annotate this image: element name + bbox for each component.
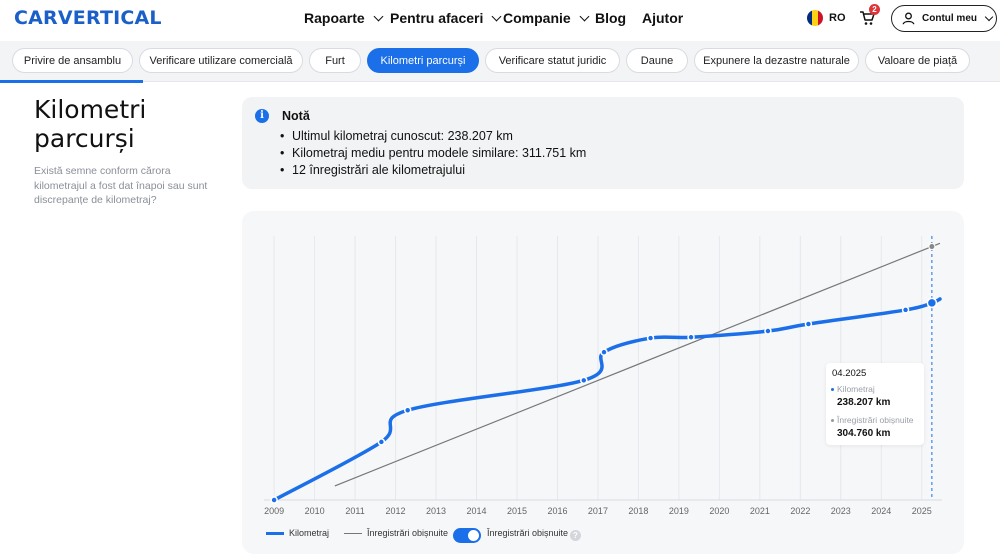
x-tick-label: 2013 [426,506,446,516]
x-tick-label: 2019 [669,506,689,516]
legend-item-inregistrari: Înregistrări obișnuite [344,528,448,538]
note-item: 12 înregistrări ale kilometrajului [280,162,586,179]
report-sections-tabs: Privire de ansamblu Verificare utilizare… [0,41,1000,82]
average-records-toggle[interactable] [453,528,481,543]
scroll-progress-indicator [0,80,143,83]
nav-companie[interactable]: Companie [503,10,590,26]
help-icon[interactable]: ? [570,530,581,541]
note-item: Ultimul kilometraj cunoscut: 238.207 km [280,128,586,145]
mileage-data-point [901,306,910,314]
nav-blog-label: Blog [595,10,627,26]
legend-label: Înregistrări obișnuite [367,528,449,538]
chart-tooltip: 04.2025 Kilometraj 238.207 km Înregistră… [826,363,924,445]
legend-label: Kilometraj [289,528,330,538]
note-title: Notă [282,109,310,123]
average-series-line [334,242,941,487]
toggle-knob [468,530,479,541]
tab-verificare-statut-juridic[interactable]: Verificare statut juridic [485,48,620,73]
x-tick-label: 2025 [912,506,932,516]
nav-pentru-afaceri[interactable]: Pentru afaceri [390,10,502,26]
x-tick-label: 2011 [345,506,364,516]
tooltip-series2-label-text: Înregistrări obișnuite [837,415,914,425]
x-tick-label: 2018 [628,506,648,516]
x-tick-label: 2016 [547,506,567,516]
x-tick-label: 2020 [709,506,729,516]
tab-daune[interactable]: Daune [626,48,688,73]
tab-privire-de-ansamblu[interactable]: Privire de ansamblu [12,48,133,73]
tooltip-series1-value: 238.207 km [837,397,891,408]
x-tick-label: 2015 [507,506,527,516]
mileage-data-point [377,438,386,446]
romania-flag-icon[interactable] [807,10,823,26]
note-box: i Notă Ultimul kilometraj cunoscut: 238.… [242,97,964,189]
mileage-data-point [646,334,655,342]
legend-swatch [344,532,362,534]
tab-expunere-dezastre-naturale[interactable]: Expunere la dezastre naturale [694,48,859,73]
legend-swatch [266,531,284,535]
nav-blog[interactable]: Blog [595,10,626,26]
x-tick-label: 2014 [466,506,486,516]
x-tick-label: 2009 [264,506,284,516]
mileage-data-point [926,297,938,309]
mileage-data-point [764,327,772,335]
nav-ajutor-label: Ajutor [642,10,684,26]
series-dot [831,388,834,392]
x-tick-label: 2010 [305,506,325,516]
tooltip-series2-label: Înregistrări obișnuite [831,415,914,425]
mileage-data-point [687,333,695,341]
tab-furt[interactable]: Furt [309,48,361,73]
account-button[interactable]: Contul meu [891,5,997,32]
carvertical-logo[interactable]: CARVERTICAL [14,7,162,29]
x-tick-label: 2023 [831,506,851,516]
legend-item-kilometraj: Kilometraj [266,528,329,538]
section-title: Kilometri parcurși [34,95,147,153]
average-data-point [928,243,936,251]
x-tick-label: 2022 [790,506,810,516]
mileage-data-point [804,320,813,328]
mileage-data-point [600,348,608,356]
legend-toggle-label: Înregistrări obișnuite [487,528,569,538]
x-tick-label: 2012 [386,506,406,516]
tooltip-series1-label-text: Kilometraj [837,384,875,394]
mileage-data-point [580,376,588,385]
mileage-data-point [403,406,412,414]
language-selector[interactable]: RO [829,12,846,24]
nav-ajutor[interactable]: Ajutor [642,10,683,26]
x-tick-label: 2024 [871,506,891,516]
tooltip-series2-value: 304.760 km [837,428,891,439]
tooltip-date: 04.2025 [832,368,867,379]
nav-rapoarte-label: Rapoarte [304,10,365,26]
x-tick-label: 2021 [750,506,770,516]
tooltip-series1-label: Kilometraj [831,384,875,394]
series-dot [831,419,834,423]
tab-kilometri-parcursi[interactable]: Kilometri parcurși [367,48,479,73]
note-list: Ultimul kilometraj cunoscut: 238.207 km … [280,128,586,179]
tab-verificare-utilizare-comerciala[interactable]: Verificare utilizare comercială [139,48,303,73]
nav-pentru-afaceri-label: Pentru afaceri [390,10,484,26]
x-tick-label: 2017 [588,506,608,516]
account-label: Contul meu [922,13,977,24]
top-navigation: CARVERTICAL Rapoarte Pentru afaceri Comp… [0,0,1000,40]
cart-count-badge: 2 [869,4,880,15]
tab-valoare-de-piata[interactable]: Valoare de piață [865,48,970,73]
section-description: Există semne conform cărora kilometrajul… [34,165,208,206]
note-item: Kilometraj mediu pentru modele similare:… [280,145,586,162]
info-icon: i [255,109,269,123]
nav-companie-label: Companie [503,10,571,26]
user-icon [902,12,915,25]
mileage-data-point [270,496,278,504]
nav-rapoarte[interactable]: Rapoarte [304,10,384,26]
